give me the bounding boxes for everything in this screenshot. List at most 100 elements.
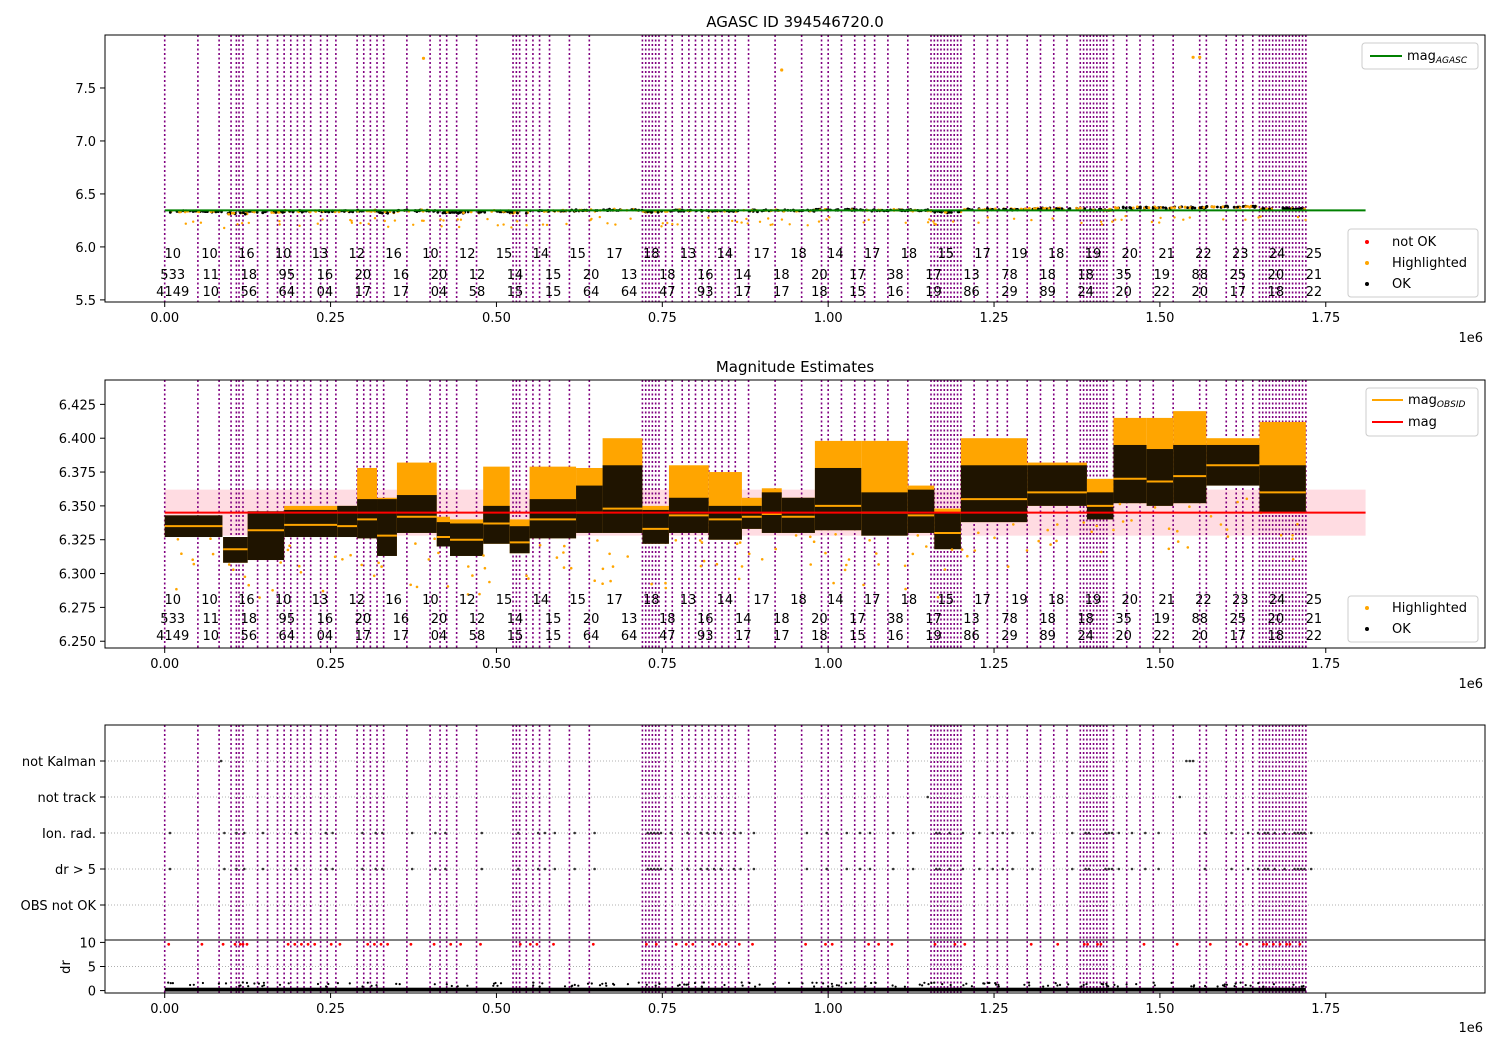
dr-point [962, 984, 965, 987]
dr-point [1054, 982, 1057, 985]
magnitude-scatter-point [555, 556, 559, 559]
agasc-data-point [933, 210, 937, 214]
dr-not-ok-point [645, 942, 648, 946]
x-tick-label: 1.00 [814, 311, 843, 326]
agasc-outlier-point [1198, 55, 1202, 59]
flags-x-offset-label: 1e6 [1458, 1021, 1483, 1036]
magnitude-ok-block [377, 499, 397, 556]
magnitude-scatter-point [936, 595, 940, 599]
magnitude-scatter-point [209, 537, 212, 540]
agasc-data-point [1210, 205, 1214, 209]
magnitude-scatter-point [372, 574, 376, 578]
dr-point [586, 982, 590, 985]
flag-dr-point [1011, 867, 1014, 871]
x-tick-label: 0.00 [150, 1002, 179, 1017]
dr-point [1223, 983, 1226, 986]
magnitude-obsid-label: 10 [164, 593, 181, 608]
flag-ion-rad-point [739, 831, 742, 835]
dr-point [1080, 985, 1083, 988]
flag-point [1188, 759, 1192, 763]
flag-ion-rad-point [1230, 831, 1233, 835]
magnitude-obsid-label: 17 [606, 593, 623, 608]
agasc-scatter-point [199, 221, 203, 224]
flag-ion-rad-point [1130, 831, 1134, 835]
magnitude-obsid-label: 17 [753, 593, 770, 608]
dr-point [822, 982, 825, 985]
agasc-scatter-point [321, 218, 324, 221]
magnitude-scatter-point [569, 566, 573, 570]
dr-point [1302, 985, 1305, 988]
magnitude-obsid-label: 04 [317, 629, 334, 644]
dr-point [849, 981, 852, 984]
magnitude-scatter-point [427, 558, 431, 561]
agasc-scatter-point [660, 225, 663, 228]
agasc-scatter-point [1012, 217, 1016, 220]
dr-not-ok-point [691, 942, 695, 946]
dr-not-ok-point [1029, 942, 1033, 946]
magnitude-scatter-point [409, 583, 413, 587]
agasc-data-point [1155, 206, 1159, 210]
magnitude-obsid-label: 18 [790, 593, 807, 608]
flags-panel: 1e6 dr not Kalman not track Ion. rad. dr > … [21, 724, 1486, 1036]
magnitude-scatter-point [925, 545, 928, 548]
agasc-scatter-point [1222, 218, 1225, 221]
magnitude-y-tick-label: 6.425 [59, 398, 96, 413]
agasc-obsid-label: 18 [1077, 268, 1094, 283]
magnitude-scatter-point [626, 555, 629, 558]
agasc-obsid-label: 15 [496, 247, 513, 262]
agasc-data-point [1262, 207, 1266, 210]
flag-dr-point [1117, 867, 1121, 871]
agasc-plot-area: 10 10 16 10 13 12 16 10 12 15 14 15 17 18 13 14 17 18 14 17… [156, 35, 1366, 302]
flag-dr-point [1110, 867, 1114, 871]
agasc-obsid-label: 18 [790, 247, 807, 262]
agasc-scatter-point [367, 222, 370, 225]
agasc-y-tick-label: 5.5 [75, 294, 96, 309]
dr-not-ok-point [386, 942, 389, 946]
dr-point [844, 982, 848, 985]
agasc-scatter-point [867, 218, 870, 221]
agasc-obsid-label: 10 [422, 247, 439, 262]
dr-point [874, 981, 877, 985]
dr-point [167, 981, 170, 984]
dr-point [827, 985, 830, 988]
flag-ion-rad-point [1117, 831, 1121, 835]
dr-point [1272, 983, 1275, 986]
magnitude-scatter-point [478, 592, 481, 596]
agasc-scatter-point [671, 222, 674, 226]
agasc-scatter-point [223, 226, 226, 230]
flag-ion-rad-point [374, 831, 378, 835]
magnitude-obsid-label: 04 [431, 629, 448, 644]
dr-point [375, 984, 378, 987]
magnitude-scatter-point [180, 552, 183, 555]
agasc-obsid-label: 20 [811, 268, 828, 283]
magnitude-legend-bottom: Highlighted OK [1347, 595, 1479, 643]
dr-point [499, 982, 503, 985]
dr-point [994, 983, 998, 986]
dr-point [327, 982, 330, 986]
agasc-scatter-point [373, 217, 377, 220]
agasc-data-point [1028, 206, 1031, 210]
agasc-obsid-label: 17 [735, 285, 752, 300]
agasc-scatter-point [1259, 215, 1262, 218]
magnitude-scatter-point [175, 587, 178, 591]
agasc-obsid-label: 13 [621, 268, 638, 283]
flag-dr-point [1084, 867, 1087, 871]
flag-dr-point [1107, 867, 1111, 871]
dr-point [316, 982, 320, 986]
magnitude-scatter-point [271, 589, 274, 592]
magnitude-obsid-label: 19 [925, 629, 942, 644]
x-tick-label: 1.50 [1145, 657, 1174, 672]
dr-not-ok-point [890, 942, 894, 946]
dr-point [239, 984, 242, 987]
flag-ion-rad-point [517, 831, 520, 835]
dr-point [217, 982, 220, 985]
agasc-data-point [239, 211, 242, 215]
magnitude-legend-obsid-prefix: mag [1408, 393, 1437, 408]
magnitude-scatter-point [299, 571, 303, 574]
magnitude-scatter-point [1099, 550, 1103, 554]
magnitude-obsid-label: 64 [279, 629, 296, 644]
agasc-data-point [1216, 205, 1219, 209]
flag-ion-rad-point [858, 831, 862, 835]
flag-dr-point [712, 867, 716, 871]
agasc-obsid-label: 19 [925, 285, 942, 300]
